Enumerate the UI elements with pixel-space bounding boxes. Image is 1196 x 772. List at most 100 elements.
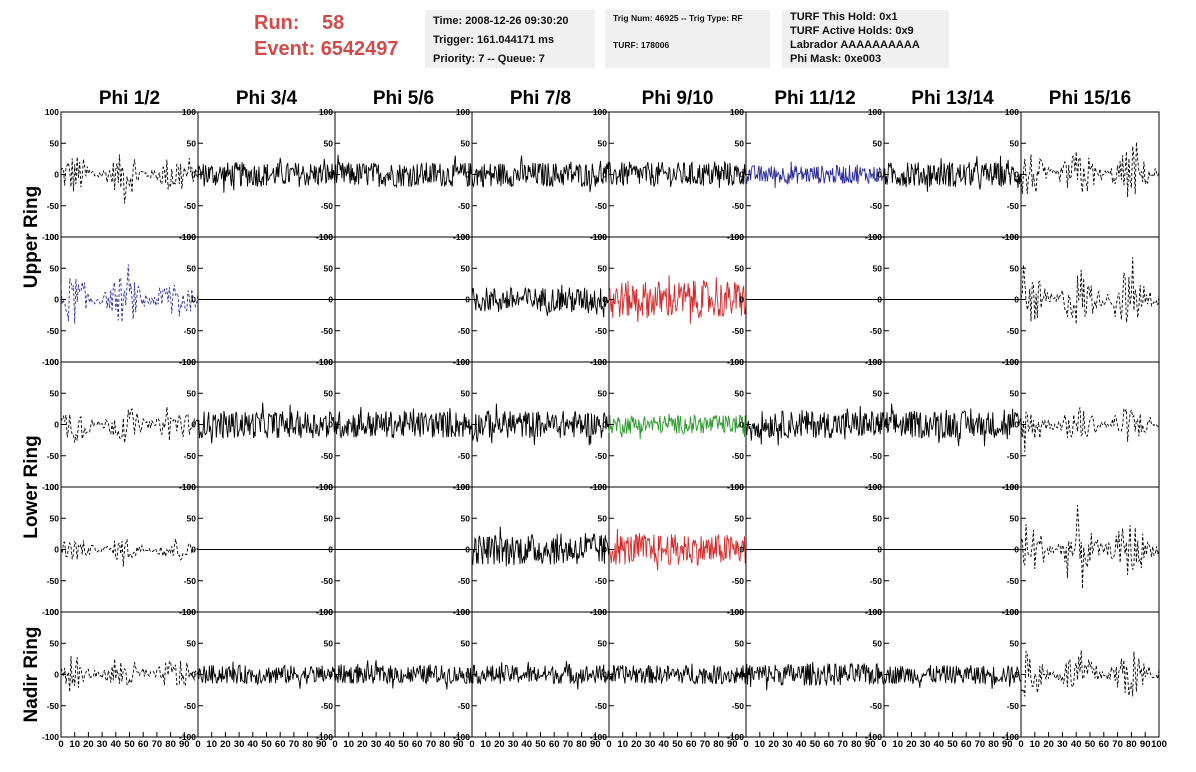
y-tick-label: 100 bbox=[1005, 482, 1019, 492]
x-tick-label: 0 bbox=[195, 739, 200, 750]
y-tick-label: 0 bbox=[602, 295, 607, 305]
y-tick-label: 0 bbox=[465, 170, 470, 180]
x-tick-label: 10 bbox=[755, 739, 766, 750]
y-tick-label: -50 bbox=[870, 451, 883, 461]
waveform-trace bbox=[1020, 142, 1160, 198]
x-tick-label: 80 bbox=[1126, 739, 1137, 750]
x-tick-label: 30 bbox=[920, 739, 931, 750]
y-tick-label: 0 bbox=[54, 670, 59, 680]
waveform-trace bbox=[608, 160, 747, 188]
x-tick-label: 40 bbox=[111, 739, 122, 750]
x-tick-label: 30 bbox=[645, 739, 656, 750]
y-tick-label: 0 bbox=[877, 670, 882, 680]
panel-frame bbox=[60, 111, 199, 238]
y-tick-label: 100 bbox=[182, 357, 196, 367]
x-tick-label: 60 bbox=[1099, 739, 1110, 750]
y-tick-label: 0 bbox=[1014, 170, 1019, 180]
y-tick-label: -100 bbox=[179, 732, 196, 742]
y-tick-label: -50 bbox=[458, 201, 471, 211]
y-tick-label: -50 bbox=[47, 451, 60, 461]
column-title: Phi 9/10 bbox=[642, 88, 714, 109]
turf-text: TURF: 178006 bbox=[613, 40, 670, 50]
x-tick-label: 80 bbox=[713, 739, 724, 750]
labrador-text: Labrador AAAAAAAAAA bbox=[790, 39, 920, 51]
y-tick-label: -50 bbox=[595, 451, 608, 461]
y-tick-label: 50 bbox=[735, 388, 745, 398]
y-tick-label: -50 bbox=[184, 451, 197, 461]
x-tick-label: 40 bbox=[659, 739, 670, 750]
waveform-trace bbox=[745, 161, 885, 189]
y-tick-label: 0 bbox=[1014, 420, 1019, 430]
panel-frame bbox=[1020, 486, 1160, 613]
x-tick-label: 10 bbox=[480, 739, 491, 750]
y-tick-label: 100 bbox=[1005, 232, 1019, 242]
panel-frame bbox=[1020, 236, 1160, 363]
y-tick-label: 0 bbox=[328, 545, 333, 555]
y-tick-label: 50 bbox=[598, 388, 608, 398]
time-info-box: Time: 2008-12-26 09:30:20 Trigger: 161.0… bbox=[425, 10, 595, 68]
x-tick-label: 60 bbox=[275, 739, 286, 750]
waveform-trace bbox=[1020, 406, 1160, 452]
waveform-trace bbox=[608, 663, 747, 685]
y-tick-label: -50 bbox=[870, 326, 883, 336]
y-tick-label: 0 bbox=[191, 420, 196, 430]
y-tick-label: -50 bbox=[458, 326, 471, 336]
y-tick-label: -100 bbox=[316, 732, 333, 742]
y-tick-label: -50 bbox=[870, 701, 883, 711]
y-tick-label: 0 bbox=[328, 295, 333, 305]
x-tick-label: 10 bbox=[892, 739, 903, 750]
y-tick-label: 100 bbox=[45, 482, 59, 492]
run-value: 58 bbox=[322, 12, 345, 34]
y-tick-label: 0 bbox=[191, 670, 196, 680]
panel-frame bbox=[334, 111, 473, 238]
trig-info-box: Trig Num: 46925 -- Trig Type: RF TURF: 1… bbox=[605, 10, 770, 68]
y-tick-label: -50 bbox=[732, 576, 745, 586]
y-tick-label: -50 bbox=[595, 576, 608, 586]
x-tick-label: 50 bbox=[947, 739, 958, 750]
y-tick-label: 50 bbox=[324, 263, 334, 273]
y-tick-label: -50 bbox=[870, 201, 883, 211]
y-tick-label: -50 bbox=[595, 201, 608, 211]
y-tick-label: 50 bbox=[735, 138, 745, 148]
panel-frame bbox=[197, 361, 336, 488]
y-tick-label: 0 bbox=[602, 420, 607, 430]
panel-frame bbox=[60, 236, 199, 363]
y-tick-label: 50 bbox=[873, 388, 883, 398]
panel-frame bbox=[471, 486, 610, 613]
column-title: Phi 13/14 bbox=[911, 88, 994, 109]
y-tick-label: 100 bbox=[45, 607, 59, 617]
phi-mask-text: Phi Mask: 0xe003 bbox=[790, 53, 882, 65]
y-tick-label: -50 bbox=[732, 201, 745, 211]
y-tick-label: 0 bbox=[191, 170, 196, 180]
event-value: 6542497 bbox=[320, 38, 399, 60]
x-tick-label: 0 bbox=[58, 739, 63, 750]
y-tick-label: -50 bbox=[321, 576, 334, 586]
y-tick-label: -100 bbox=[865, 732, 882, 742]
x-tick-label: 20 bbox=[357, 739, 368, 750]
ring-label: Upper Ring bbox=[21, 186, 42, 288]
y-tick-label: -100 bbox=[42, 482, 59, 492]
event-label: Event: bbox=[254, 38, 316, 60]
trig-num-text: Trig Num: 46925 -- Trig Type: RF bbox=[613, 13, 743, 23]
panel-frame bbox=[60, 611, 199, 738]
y-tick-label: -50 bbox=[595, 326, 608, 336]
ring-label: Nadir Ring bbox=[21, 626, 42, 722]
y-tick-label: -50 bbox=[321, 326, 334, 336]
y-tick-label: 50 bbox=[461, 513, 471, 523]
x-tick-label: 70 bbox=[700, 739, 711, 750]
x-tick-label: 40 bbox=[248, 739, 259, 750]
y-tick-label: 50 bbox=[324, 638, 334, 648]
y-tick-label: 50 bbox=[187, 138, 197, 148]
y-tick-label: 50 bbox=[1010, 263, 1020, 273]
y-tick-label: 100 bbox=[868, 107, 882, 117]
waveform-trace bbox=[334, 406, 473, 439]
panel-frame bbox=[1020, 111, 1160, 238]
x-tick-label: 50 bbox=[810, 739, 821, 750]
waveform-trace bbox=[608, 274, 747, 324]
y-tick-label: -50 bbox=[184, 326, 197, 336]
y-tick-label: 100 bbox=[456, 232, 470, 242]
y-tick-label: 0 bbox=[1014, 545, 1019, 555]
y-tick-label: 100 bbox=[456, 357, 470, 367]
y-tick-label: -100 bbox=[42, 732, 59, 742]
waveform-trace bbox=[197, 157, 336, 193]
